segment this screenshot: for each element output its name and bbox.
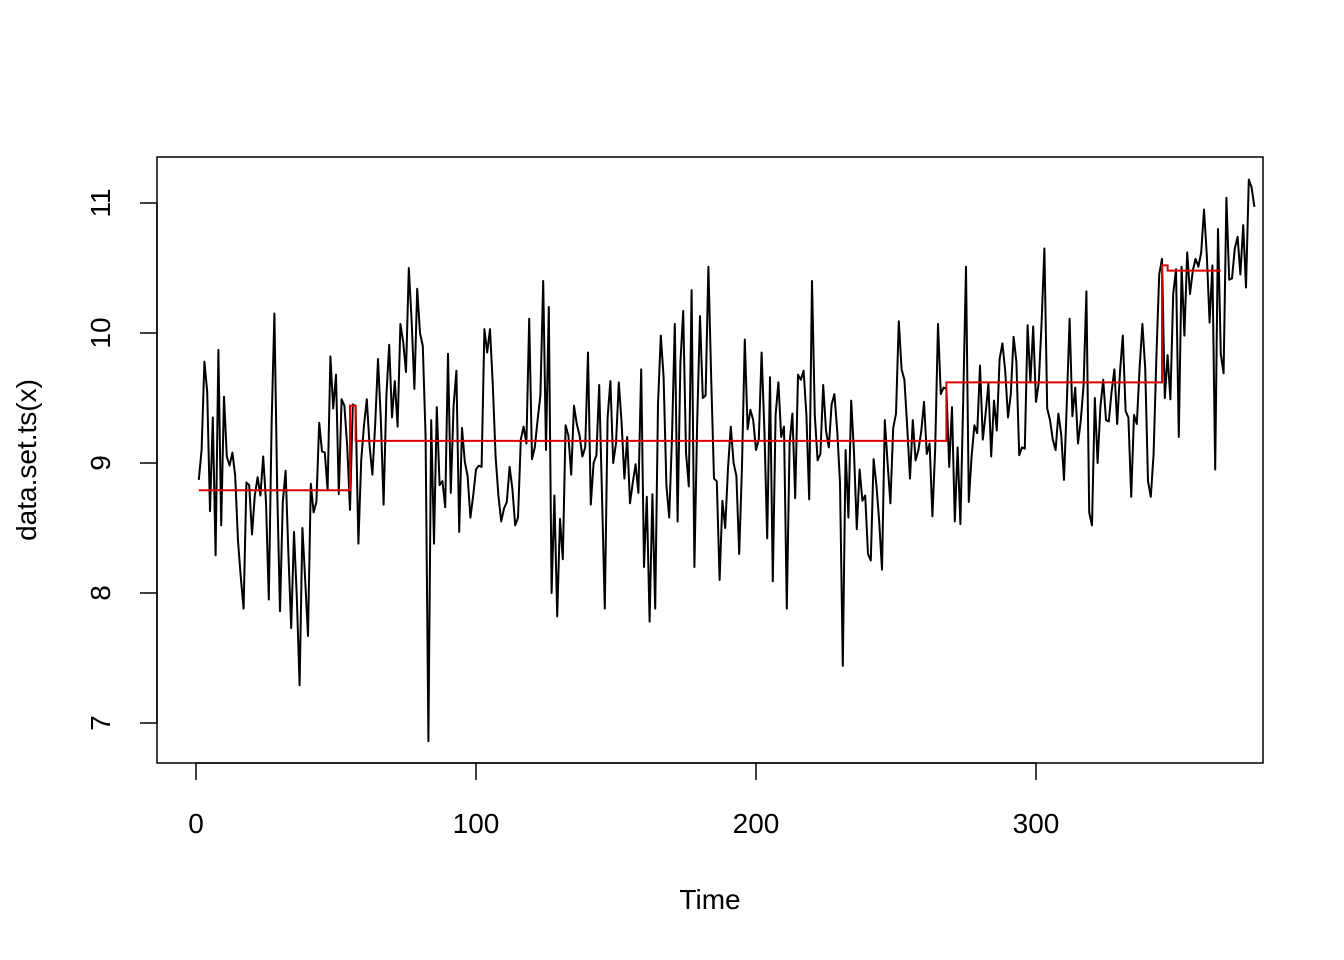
data-series-line xyxy=(197,178,1256,743)
x-tick-label: 200 xyxy=(733,808,780,839)
y-tick-label: 7 xyxy=(85,715,116,731)
x-tick-label: 0 xyxy=(188,808,204,839)
y-axis: 7 8 9 10 11 xyxy=(85,188,158,731)
y-tick-label: 9 xyxy=(85,455,116,471)
mean-step-line xyxy=(198,264,1221,492)
x-axis: 0 100 200 300 xyxy=(188,762,1060,839)
series-layer xyxy=(197,178,1256,743)
y-axis-label: data.set.ts(x) xyxy=(11,379,42,541)
y-tick-label: 11 xyxy=(85,188,116,217)
y-tick-label: 8 xyxy=(85,585,116,601)
x-tick-label: 100 xyxy=(453,808,500,839)
y-tick-label: 10 xyxy=(85,317,116,348)
x-tick-label: 300 xyxy=(1013,808,1060,839)
x-axis-label: Time xyxy=(679,884,740,915)
